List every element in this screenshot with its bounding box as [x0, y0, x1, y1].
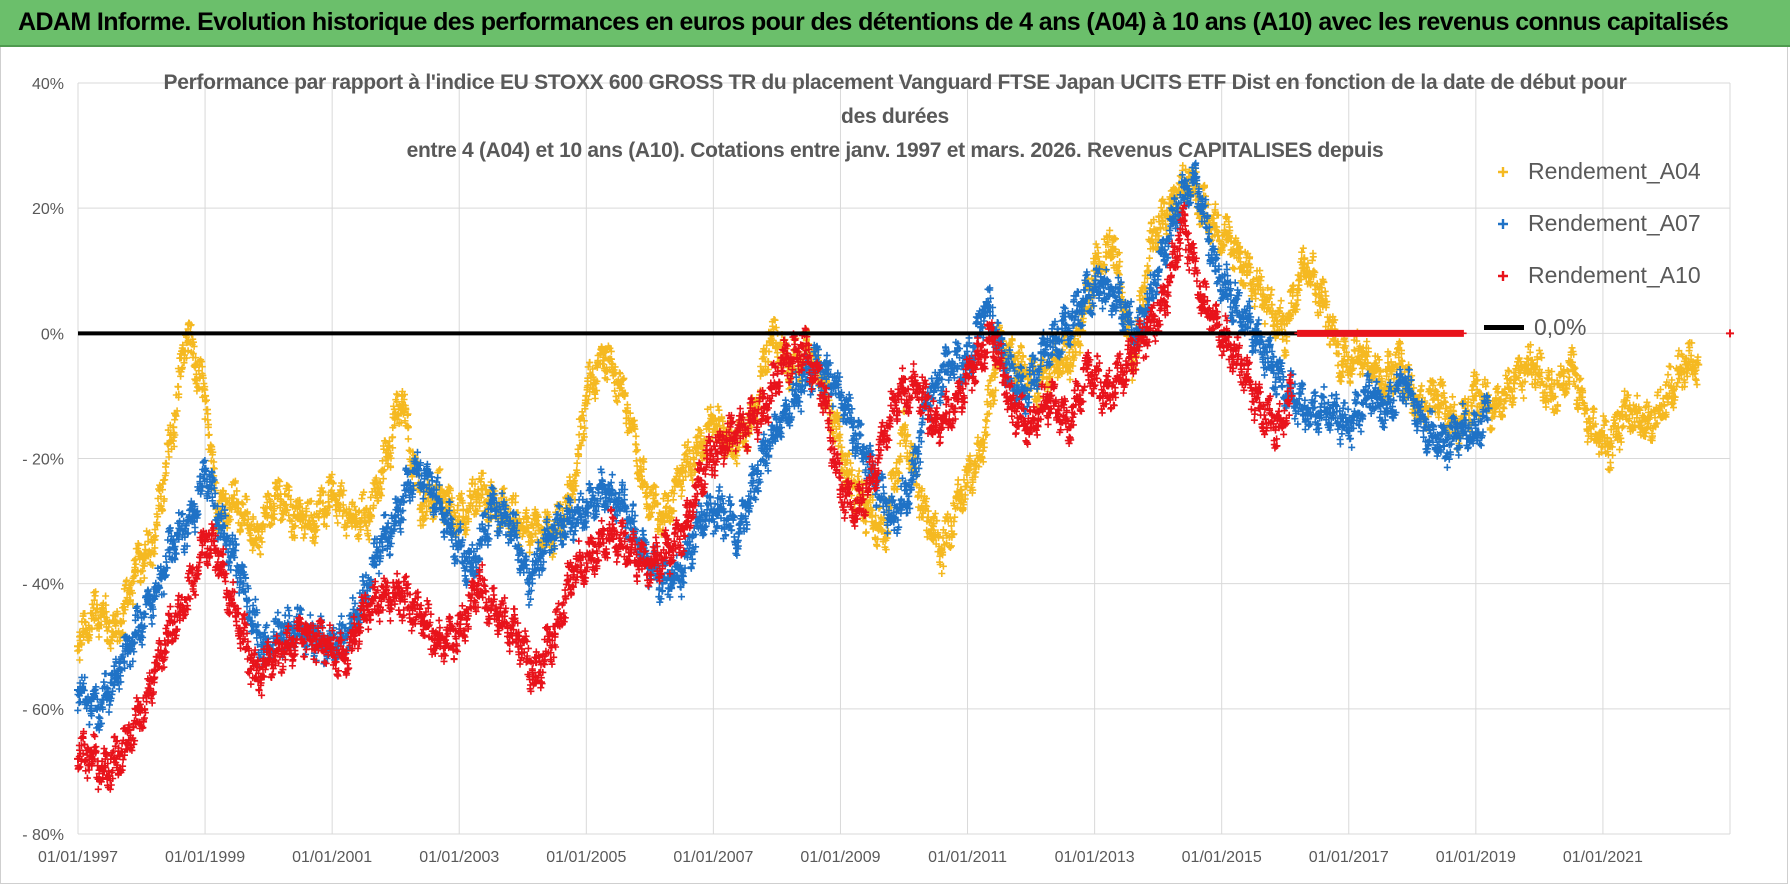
legend-label-zero: 0,0% — [1534, 314, 1587, 340]
legend-label-a10: Rendement_A10 — [1528, 262, 1701, 288]
chart-title-line-1: Performance par rapport à l'indice EU ST… — [163, 71, 1627, 94]
x-tick-label: 01/01/2017 — [1309, 849, 1389, 866]
x-tick-label: 01/01/2011 — [928, 849, 1007, 866]
y-tick-label: - 20% — [22, 452, 64, 469]
series-cloud-a04 — [74, 162, 1702, 664]
data-point-a07 — [1440, 441, 1449, 450]
x-tick-label: 01/01/2015 — [1182, 849, 1262, 866]
x-tick-label: 01/01/1997 — [38, 849, 118, 866]
banner-title: ADAM Informe. Evolution historique des p… — [18, 8, 1729, 36]
chart-title-line-2: des durées — [841, 105, 949, 128]
legend-marker-a10 — [1490, 263, 1516, 289]
legend-item-zero: 0,0% — [1484, 314, 1586, 341]
series-a10-zero-segment — [1294, 329, 1467, 337]
x-tick-label: 01/01/2003 — [419, 849, 499, 866]
x-tick-label: 01/01/2001 — [292, 849, 372, 866]
x-tick-label: 01/01/2005 — [546, 849, 626, 866]
legend-item-a10: Rendement_A10 — [1490, 262, 1701, 289]
y-tick-label: 20% — [32, 201, 64, 218]
legend-marker-a04 — [1490, 159, 1516, 185]
chart-title-line-3: entre 4 (A04) et 10 ans (A10). Cotations… — [406, 139, 1384, 162]
data-point-a04 — [531, 529, 540, 538]
chart-title: Performance par rapport à l'indice EU ST… — [150, 66, 1640, 168]
y-tick-label: 0% — [41, 326, 64, 343]
series-cloud-a07 — [74, 159, 1492, 734]
legend-label-a07: Rendement_A07 — [1528, 210, 1701, 236]
y-tick-label: - 80% — [22, 827, 64, 844]
x-tick-label: 01/01/2013 — [1055, 849, 1135, 866]
report-banner: ADAM Informe. Evolution historique des p… — [0, 0, 1790, 47]
data-point-a10 — [1726, 329, 1734, 338]
legend-label-a04: Rendement_A04 — [1528, 158, 1701, 184]
legend-line-zero — [1484, 325, 1524, 330]
x-tick-label: 01/01/2007 — [673, 849, 753, 866]
legend-item-a04: Rendement_A04 — [1490, 158, 1701, 185]
y-tick-label: 40% — [32, 76, 64, 93]
x-tick-label: 01/01/1999 — [165, 849, 245, 866]
legend-item-a07: Rendement_A07 — [1490, 210, 1701, 237]
x-tick-label: 01/01/2009 — [800, 849, 880, 866]
y-tick-label: - 40% — [22, 577, 64, 594]
legend-marker-a07 — [1490, 211, 1516, 237]
x-tick-label: 01/01/2019 — [1436, 849, 1516, 866]
data-point-a10 — [474, 579, 483, 588]
y-tick-label: - 60% — [22, 702, 64, 719]
x-tick-label: 01/01/2021 — [1563, 849, 1643, 866]
data-point-a07 — [849, 423, 858, 432]
